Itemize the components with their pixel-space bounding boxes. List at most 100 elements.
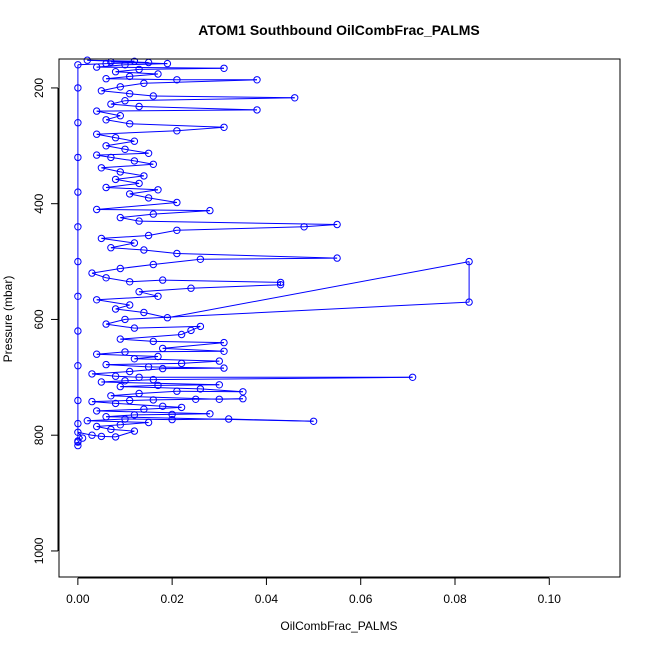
data-point bbox=[140, 172, 148, 180]
data-point bbox=[253, 76, 261, 84]
data-point bbox=[102, 75, 110, 83]
series-segment bbox=[120, 213, 154, 219]
data-point bbox=[159, 364, 167, 373]
data-point bbox=[465, 257, 473, 266]
data-point bbox=[130, 137, 139, 145]
series-segment bbox=[101, 237, 135, 244]
series-segment bbox=[120, 264, 154, 269]
series-segment bbox=[120, 338, 154, 342]
data-point bbox=[276, 281, 285, 289]
data-point bbox=[168, 415, 176, 424]
y-tick-label: 1000 bbox=[32, 537, 46, 564]
series-segment bbox=[106, 75, 130, 80]
data-point bbox=[111, 175, 120, 184]
series-segment bbox=[115, 308, 144, 313]
series-segment bbox=[129, 93, 154, 97]
data-point bbox=[116, 168, 125, 176]
series-segment bbox=[139, 390, 177, 394]
series-segment bbox=[139, 287, 192, 293]
series-segment bbox=[176, 126, 225, 132]
series-segment bbox=[115, 178, 140, 184]
data-point bbox=[215, 357, 224, 365]
series-segment bbox=[96, 410, 210, 415]
data-point bbox=[102, 413, 110, 421]
series-segment bbox=[134, 358, 220, 362]
data-point bbox=[130, 157, 139, 165]
series-segment bbox=[110, 247, 144, 251]
series-segment bbox=[129, 279, 163, 283]
data-point bbox=[111, 134, 120, 142]
data-point bbox=[126, 301, 134, 309]
data-point bbox=[126, 190, 134, 198]
data-point bbox=[102, 142, 110, 150]
data-point bbox=[116, 112, 125, 120]
data-point bbox=[102, 274, 110, 282]
series-segment bbox=[200, 388, 243, 393]
series-segment bbox=[139, 220, 338, 225]
series-segment bbox=[190, 284, 281, 289]
series-segment bbox=[148, 197, 177, 203]
data-point bbox=[130, 355, 139, 363]
series-segment bbox=[115, 71, 159, 75]
data-point bbox=[111, 372, 120, 380]
series-segment bbox=[91, 373, 116, 377]
data-point bbox=[333, 220, 341, 229]
series-segment bbox=[181, 360, 220, 364]
series-segment bbox=[162, 279, 281, 283]
data-point bbox=[126, 278, 134, 286]
series-segment bbox=[106, 416, 314, 422]
data-point bbox=[107, 425, 115, 434]
series-segment bbox=[91, 272, 107, 279]
series-segment bbox=[143, 312, 168, 319]
data-point bbox=[154, 70, 162, 78]
data-point bbox=[163, 59, 172, 68]
data-point bbox=[74, 396, 82, 405]
data-point bbox=[140, 405, 148, 413]
series-segment bbox=[124, 97, 295, 102]
series-segment bbox=[110, 103, 140, 107]
series-segment bbox=[110, 393, 140, 397]
series-segment bbox=[91, 400, 130, 403]
series-segment bbox=[120, 384, 159, 388]
series-segment bbox=[77, 431, 83, 439]
data-point bbox=[107, 153, 115, 162]
data-point bbox=[144, 363, 153, 371]
series-segment bbox=[110, 156, 135, 162]
data-point bbox=[177, 359, 186, 368]
data-point bbox=[102, 59, 110, 68]
data-point bbox=[154, 352, 162, 361]
x-tick-label: 0.08 bbox=[443, 592, 467, 606]
series-segment bbox=[153, 95, 295, 99]
data-point bbox=[130, 57, 139, 65]
series-segment bbox=[143, 249, 177, 254]
data-point bbox=[220, 123, 228, 132]
series-segment bbox=[96, 299, 130, 306]
data-point bbox=[74, 362, 82, 370]
data-point bbox=[135, 102, 143, 111]
data-point bbox=[74, 153, 82, 162]
data-point bbox=[135, 179, 143, 188]
data-point bbox=[74, 188, 82, 196]
data-point bbox=[93, 151, 101, 159]
data-point bbox=[173, 249, 181, 258]
x-axis-label: OilCombFrac_PALMS bbox=[280, 619, 397, 633]
data-point bbox=[121, 348, 129, 356]
x-tick-label: 0.10 bbox=[538, 592, 562, 606]
x-tick-label: 0.04 bbox=[255, 592, 279, 606]
data-point bbox=[177, 403, 186, 412]
data-point bbox=[83, 417, 92, 425]
data-point bbox=[220, 364, 228, 372]
series-segment bbox=[124, 148, 149, 154]
data-point bbox=[465, 298, 473, 306]
data-point bbox=[140, 246, 148, 254]
data-point bbox=[196, 255, 205, 263]
series-segment bbox=[87, 59, 149, 63]
data-point bbox=[168, 410, 176, 419]
series-segment bbox=[181, 329, 192, 335]
series-segment bbox=[190, 325, 201, 331]
data-point bbox=[74, 437, 82, 445]
data-point bbox=[111, 433, 120, 441]
series-segment bbox=[110, 428, 135, 432]
series-segment bbox=[153, 398, 196, 401]
series-segment bbox=[153, 258, 201, 265]
